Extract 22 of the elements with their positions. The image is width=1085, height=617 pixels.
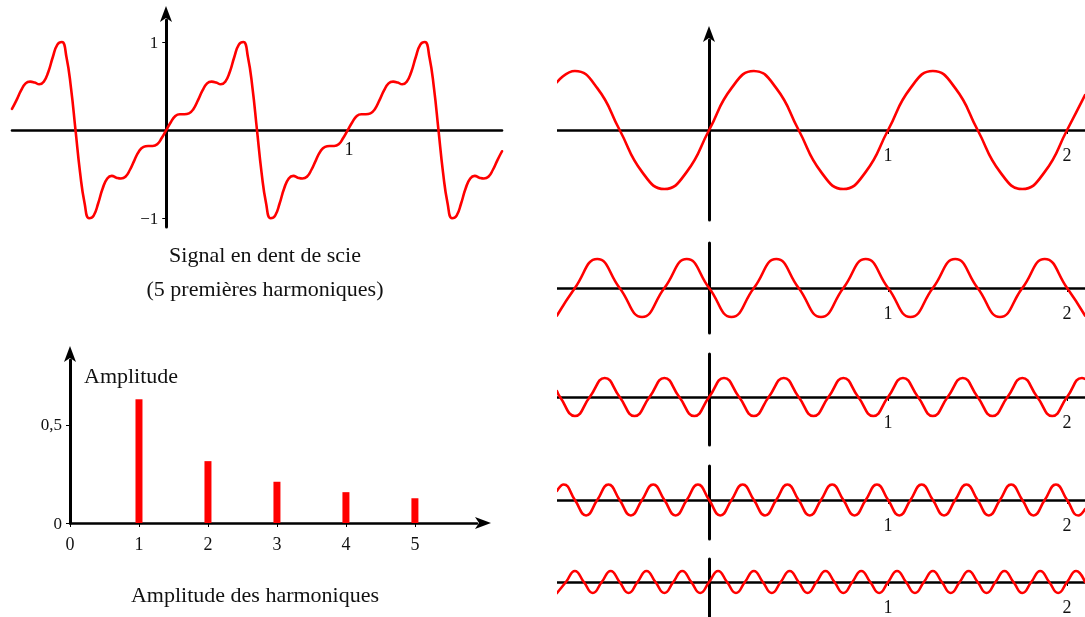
text: Signal en dent de scie [169, 241, 361, 267]
x-tick-label: 2 [1062, 412, 1072, 432]
x-tick-label: 2 [203, 534, 213, 554]
x-tick-label: 1 [134, 534, 144, 554]
text: Amplitude des harmoniques [130, 581, 380, 607]
x-tick-label: 2 [1062, 303, 1072, 323]
x-tick-label: 3 [272, 534, 282, 554]
bar [135, 399, 143, 523]
x-tick-label: 2 [1062, 145, 1072, 165]
y-axis-title: Amplitude [84, 362, 179, 388]
bar [273, 481, 281, 523]
x-tick-label: 4 [341, 534, 351, 554]
bar [411, 498, 419, 523]
x-tick-label: 2 [1062, 597, 1072, 617]
bar [342, 492, 350, 523]
x-tick-label: 2 [1062, 515, 1072, 535]
text: (5 premières harmoniques) [146, 275, 384, 301]
y-tick-label: −1 [140, 208, 159, 228]
bar [204, 461, 212, 523]
y-tick-label: 0,5 [40, 415, 62, 435]
x-tick-label: 0 [65, 534, 75, 554]
x-tick-label: 5 [410, 534, 420, 554]
